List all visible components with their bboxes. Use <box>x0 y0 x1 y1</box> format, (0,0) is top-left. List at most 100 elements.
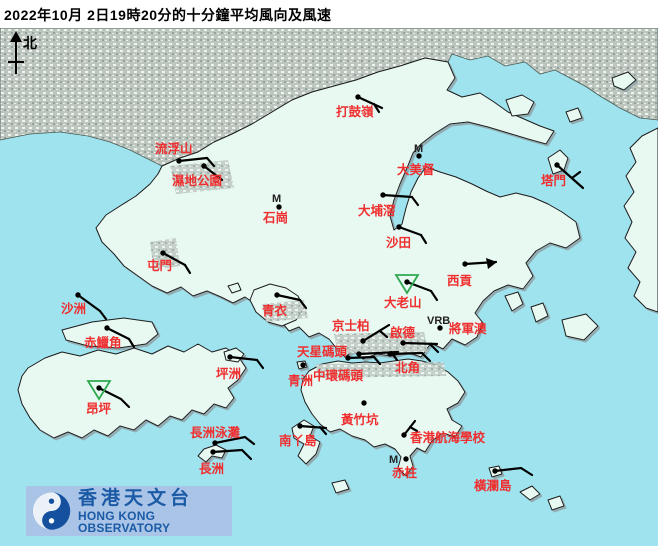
south-islet <box>331 479 350 494</box>
wind-barb <box>420 351 432 363</box>
station-dot <box>176 158 182 164</box>
wind-barb <box>211 448 253 461</box>
station-中環碼頭: 中環碼頭 <box>313 355 382 383</box>
station-label: 濕地公園 <box>172 173 222 188</box>
station-label: 北角 <box>395 360 420 375</box>
station-大埔滘: 大埔滘 <box>358 192 420 218</box>
station-label: 長洲 <box>199 461 224 476</box>
station-西貢: 西貢 <box>447 258 498 288</box>
station-label: 石崗 <box>262 210 288 225</box>
ping-chau-island <box>611 71 637 91</box>
wind-barb <box>419 233 428 245</box>
station-北角: 北角 <box>387 351 432 375</box>
wind-barb <box>361 323 391 343</box>
station-dot <box>201 163 207 169</box>
kat-o-island <box>505 94 535 117</box>
station-dot <box>356 351 362 357</box>
station-label: 大美督 <box>397 162 435 177</box>
station-label: 天星碼頭 <box>297 344 348 359</box>
north-label: 北 <box>23 35 37 51</box>
airport-island <box>61 317 159 349</box>
station-label: 南丫島 <box>279 433 317 448</box>
missing-data-marker: M <box>272 193 281 205</box>
station-label: 將軍澳 <box>449 321 487 336</box>
mirs-bay-islet <box>565 107 583 123</box>
station-dot <box>276 204 282 210</box>
station-dot <box>160 250 166 256</box>
wind-barb <box>372 355 382 366</box>
lantau-island <box>17 343 247 439</box>
wind-barb <box>105 326 131 341</box>
missing-data-marker: M <box>414 143 423 155</box>
title-bar: 2022年10月 2日19時20分的十分鐘平均風向及風速 <box>0 0 658 28</box>
station-label: 京士柏 <box>332 318 370 333</box>
hko-logo: 香港天文台 HONG KONG OBSERVATORY <box>26 486 232 536</box>
station-label: 黃竹坑 <box>340 412 379 427</box>
station-京士柏: 京士柏 <box>332 318 391 344</box>
wind-barb <box>127 337 136 349</box>
dapeng-peninsula <box>623 127 658 313</box>
station-dot <box>400 340 406 346</box>
wind-barb <box>356 95 384 110</box>
station-dot <box>75 292 81 298</box>
wind-barb <box>397 225 423 237</box>
hko-logo-english: HONG KONG OBSERVATORY <box>77 508 171 535</box>
station-沙田: 沙田 <box>386 224 428 250</box>
wind-barb <box>402 419 417 437</box>
station-label: 中環碼頭 <box>313 368 364 383</box>
wind-barb <box>97 386 131 409</box>
wind-barb <box>493 466 534 477</box>
wind-barb <box>428 342 440 354</box>
station-dot <box>210 449 216 455</box>
station-屯門: 屯門 <box>147 250 192 275</box>
station-dot <box>492 468 498 474</box>
po-toi-island <box>519 485 541 501</box>
wind-barb <box>401 341 439 346</box>
variable-wind-marker: VRB <box>427 315 450 327</box>
sharp-island <box>530 302 549 323</box>
wind-barb <box>381 193 414 199</box>
station-label: 流浮山 <box>155 141 193 156</box>
station-label: 香港航海學校 <box>409 430 486 445</box>
station-青衣: 青衣 <box>262 292 308 318</box>
wind-barb <box>429 289 439 302</box>
station-dot <box>360 338 366 344</box>
wind-barb <box>76 293 108 321</box>
wind-barb <box>410 195 420 207</box>
wind-barb <box>405 280 433 293</box>
station-label: 西貢 <box>447 274 473 288</box>
station-label: 長洲泳灘 <box>190 425 241 440</box>
station-dot <box>554 162 560 168</box>
station-label: 赤柱 <box>392 465 418 480</box>
station-dot <box>401 432 407 438</box>
wind-barb <box>202 164 224 182</box>
station-赤鱲角: 赤鱲角 <box>84 325 136 350</box>
station-大老山: 大老山 <box>384 274 439 310</box>
station-label: 赤鱲角 <box>84 335 122 350</box>
hong-kong-island <box>300 358 466 477</box>
station-dot <box>274 292 280 298</box>
wind-barb <box>213 435 256 446</box>
triangle-marker-icon <box>86 380 112 401</box>
station-label: 屯門 <box>147 258 172 273</box>
station-label: 昂坪 <box>86 401 112 416</box>
station-打鼓嶺: 打鼓嶺 <box>336 94 384 119</box>
station-濕地公園: 濕地公園 <box>172 163 224 188</box>
tap-mun-island <box>547 149 569 175</box>
wind-barb <box>205 156 216 168</box>
station-dot <box>300 362 306 368</box>
station-dot <box>380 192 386 198</box>
hko-logo-icon <box>32 492 71 530</box>
wind-barb <box>318 425 328 436</box>
station-label: 大老山 <box>384 295 422 310</box>
station-坪洲: 坪洲 <box>216 354 265 381</box>
wind-barb <box>372 102 381 114</box>
station-dot <box>297 423 303 429</box>
station-大美督: M 大美督 <box>397 143 435 177</box>
wind-barb <box>408 425 419 433</box>
wind-barb <box>161 251 187 267</box>
station-塔門: 塔門 <box>541 162 585 190</box>
station-dot <box>396 224 402 230</box>
triangle-marker-icon <box>394 274 420 295</box>
